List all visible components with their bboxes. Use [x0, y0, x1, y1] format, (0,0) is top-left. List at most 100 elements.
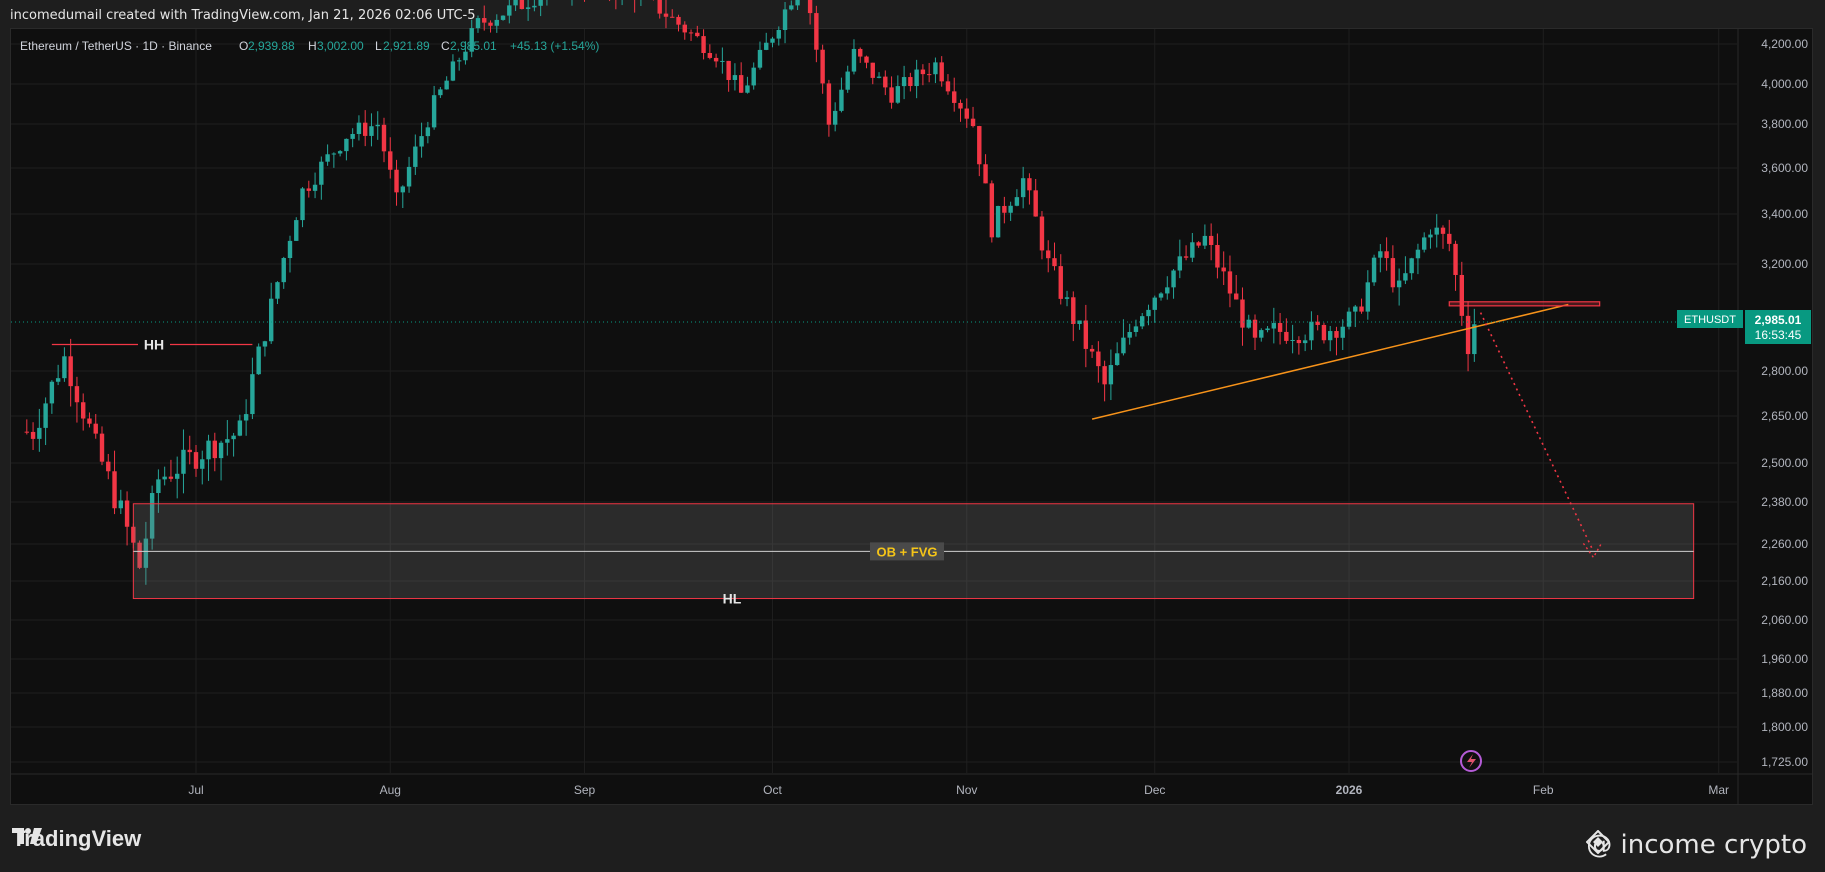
candle — [851, 39, 857, 75]
candle — [1353, 304, 1358, 328]
candle — [1165, 276, 1170, 300]
price-tag: ETHUSDT 2,985.01 16:53:45 — [1677, 310, 1811, 344]
candle — [237, 414, 243, 437]
candle — [657, 0, 662, 19]
candle — [231, 432, 236, 457]
x-tick-label: Jul — [188, 783, 203, 797]
candle — [914, 59, 919, 99]
candle — [1340, 319, 1345, 350]
candle — [1177, 239, 1183, 279]
candle — [1346, 307, 1352, 330]
candle — [1459, 261, 1465, 326]
candle — [1302, 334, 1308, 352]
candle — [350, 128, 355, 148]
candle — [970, 106, 976, 128]
candle — [137, 540, 142, 570]
time-axis: Jul Aug Sep Oct Nov Dec 2026 Feb Mar — [188, 783, 1729, 797]
legend-low: 2,921.89 — [383, 39, 430, 53]
projection-arrow-head — [1582, 542, 1603, 559]
candle — [764, 32, 769, 51]
candle — [1309, 311, 1314, 350]
candle — [525, 0, 531, 21]
candle — [939, 56, 944, 87]
candle — [187, 435, 192, 465]
hl-label: HL — [723, 591, 742, 607]
candle — [1152, 295, 1157, 323]
legend-c-label: C — [441, 39, 450, 53]
legend-l-label: L — [375, 39, 382, 53]
candle — [1014, 189, 1020, 207]
trendline[interactable] — [1091, 303, 1569, 420]
candle — [584, 0, 586, 2]
candle — [281, 256, 286, 289]
candle — [463, 41, 468, 65]
candle — [945, 74, 951, 95]
candle — [162, 466, 167, 486]
candle — [1052, 242, 1057, 271]
candle — [1071, 291, 1076, 342]
watermark-text: @ income crypto — [1586, 830, 1807, 860]
candle — [1365, 270, 1371, 320]
candle — [124, 491, 130, 546]
candle — [37, 408, 42, 452]
candle — [425, 121, 431, 144]
candle — [43, 397, 48, 446]
candle — [1321, 322, 1327, 344]
candle — [1409, 257, 1414, 280]
candle — [206, 434, 211, 481]
candle — [782, 2, 788, 44]
candle — [444, 76, 449, 90]
legend-symbol: Ethereum / TetherUS · 1D · Binance — [20, 39, 212, 53]
last-price-tag — [1745, 310, 1811, 344]
candle — [250, 357, 255, 420]
y-tick-label: 2,650.00 — [1761, 409, 1808, 423]
candle — [175, 456, 180, 499]
candle — [732, 63, 738, 91]
candle — [670, 9, 675, 18]
candle — [807, 0, 813, 25]
candle — [319, 156, 324, 200]
drawings: HH — [11, 301, 1737, 559]
candle — [1020, 166, 1026, 209]
candle — [1259, 328, 1264, 342]
x-tick-label: Feb — [1533, 783, 1554, 797]
candle — [1183, 245, 1189, 261]
x-tick-label: Dec — [1144, 783, 1165, 797]
candle — [243, 399, 249, 436]
candle — [369, 113, 374, 147]
ob-fvg-zone: OB + FVG HL — [132, 503, 1695, 607]
candle — [331, 152, 337, 168]
y-tick-label: 3,400.00 — [1761, 207, 1808, 221]
candle — [621, 0, 623, 6]
candle — [1058, 254, 1063, 305]
candle — [507, 0, 512, 24]
candle — [494, 14, 499, 33]
x-tick-label: Aug — [380, 783, 401, 797]
grid — [11, 29, 1737, 773]
candle — [1234, 275, 1239, 300]
legend-open: 2,939.88 — [248, 39, 295, 53]
candle — [513, 0, 518, 12]
candle — [1447, 219, 1452, 252]
candle — [757, 41, 763, 70]
y-tick-label: 4,000.00 — [1761, 77, 1808, 91]
candle — [99, 426, 105, 466]
y-tick-label: 3,600.00 — [1761, 161, 1808, 175]
candle — [701, 29, 706, 60]
candle — [1271, 307, 1277, 344]
resistance-box[interactable] — [1448, 301, 1601, 307]
candle — [1472, 308, 1477, 362]
candle — [1434, 214, 1439, 248]
candle — [676, 14, 681, 32]
alert-icon[interactable] — [1460, 750, 1482, 772]
candle — [413, 134, 418, 175]
candle — [1039, 211, 1045, 260]
candle — [995, 205, 1001, 238]
candle — [312, 172, 318, 199]
candle — [1202, 224, 1208, 250]
projection-arrow[interactable] — [1479, 312, 1595, 552]
candle — [1208, 223, 1214, 261]
candle — [1240, 287, 1245, 346]
candle — [1359, 298, 1364, 314]
